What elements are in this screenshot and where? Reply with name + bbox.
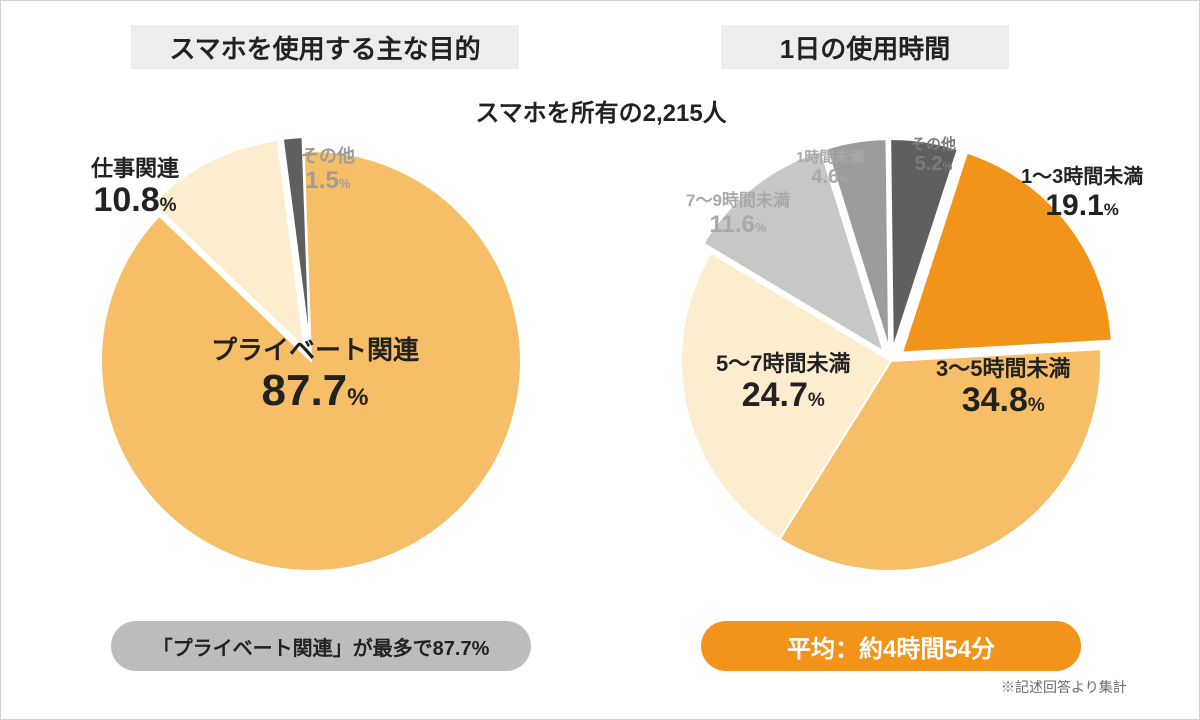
slice-label-name: 3〜5時間未満 <box>936 356 1070 381</box>
slice-label-name: 仕事関連 <box>91 156 179 181</box>
slice-label: その他1.5% <box>301 146 355 194</box>
slice-label-name: 1時間未満 <box>796 149 864 166</box>
subtitle: スマホを所有の2,215人 <box>1 93 1200 128</box>
slice-label: 1時間未満4.6% <box>796 149 864 189</box>
slice-label: プライベート関連87.7% <box>211 336 419 416</box>
caption-left-text: 「プライベート関連」が最多で87.7% <box>153 632 490 661</box>
slice-label-name: その他 <box>301 146 355 167</box>
slice-label-value: 4.6% <box>796 166 864 189</box>
title-left: スマホを使用する主な目的 <box>131 25 519 69</box>
title-right: 1日の使用時間 <box>721 25 1009 69</box>
slice-label-value: 24.7% <box>716 376 850 415</box>
slice-label: 3〜5時間未満34.8% <box>936 356 1070 420</box>
slice-label-name: 5〜7時間未満 <box>716 351 850 376</box>
slice-label-name: その他 <box>911 136 956 153</box>
slice-label: その他5.2% <box>911 136 956 176</box>
slice-label-value: 11.6% <box>686 211 790 239</box>
caption-left: 「プライベート関連」が最多で87.7% <box>111 621 531 671</box>
slice-label: 5〜7時間未満24.7% <box>716 351 850 415</box>
slice-label-name: 1〜3時間未満 <box>1021 166 1143 189</box>
slice-label: 仕事関連10.8% <box>91 156 179 220</box>
slice-label-name: 7〜9時間未満 <box>686 191 790 211</box>
slice-label-name: プライベート関連 <box>211 336 419 366</box>
slice-label-value: 87.7% <box>211 366 419 417</box>
infographic-page: スマホを使用する主な目的 1日の使用時間 スマホを所有の2,215人 「プライベ… <box>0 0 1200 720</box>
slice-label-value: 1.5% <box>301 167 355 195</box>
slice-label-value: 19.1% <box>1021 189 1143 224</box>
slice-label: 7〜9時間未満11.6% <box>686 191 790 238</box>
slice-label-value: 5.2% <box>911 153 956 176</box>
slice-label: 1〜3時間未満19.1% <box>1021 166 1143 224</box>
footnote: ※記述回答より集計 <box>1001 677 1127 697</box>
slice-label-value: 10.8% <box>91 181 179 220</box>
slice-label-value: 34.8% <box>936 381 1070 420</box>
caption-right: 平均：約4時間54分 <box>701 621 1081 671</box>
caption-right-text: 平均：約4時間54分 <box>787 629 995 664</box>
